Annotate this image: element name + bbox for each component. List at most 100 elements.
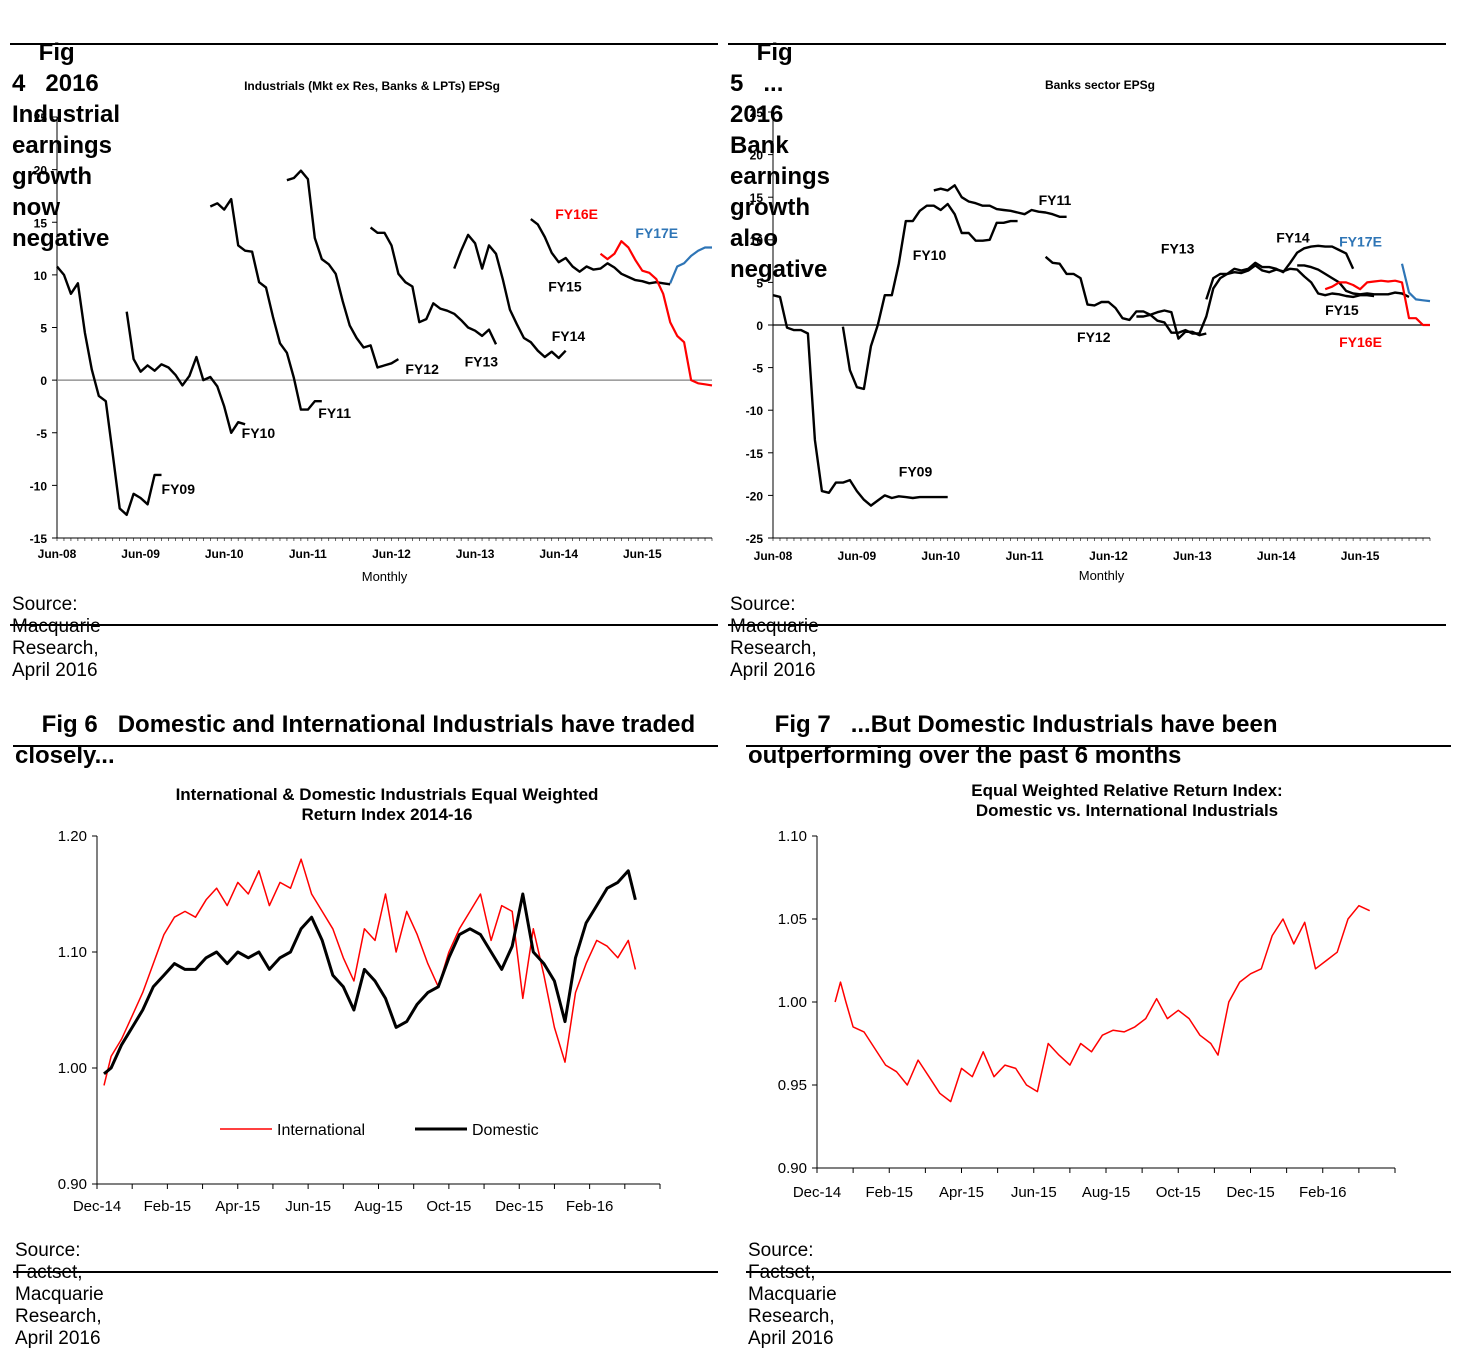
fig4-series-fy14-line [453,233,567,360]
fig6-x-tick-label: Aug-15 [354,1198,402,1215]
fig6-series-international-line [103,858,637,1086]
fig5-y-tick-label: 25 [750,106,764,120]
fig7-y-tick-label: 1.10 [778,828,807,845]
fig4-y-tick-label: 0 [40,374,47,388]
fig4-label-fy15: FY15 [548,279,582,295]
fig4-series-fy09-line [56,265,162,516]
fig6-x-tick-label: Feb-16 [566,1198,614,1215]
fig4-y-tick-label: 5 [40,322,47,336]
fig5-x-tick-label: Jun-09 [838,549,877,563]
fig6-series-domestic-line [103,869,637,1075]
fig5-y-tick-label: -20 [746,489,764,503]
fig4-label-fy12: FY12 [405,361,439,377]
fig5-y-tick-label: 15 [750,191,764,205]
fig7-x-tick-label: Feb-15 [865,1184,913,1201]
fig6-x-tick-label: Feb-15 [144,1198,192,1215]
fig6-y-tick-label: 1.00 [58,1060,87,1077]
fig4-x-tick-label: Jun-14 [539,547,578,561]
fig5-series-fy14-line [1205,244,1355,300]
fig5-y-tick-label: 5 [756,276,763,290]
fig5-label-fy15: FY15 [1325,302,1359,318]
fig4-label-fy16e: FY16E [555,206,598,222]
fig6-legend-label-domestic: Domestic [472,1122,539,1139]
fig7-y-tick-label: 1.00 [778,994,807,1011]
fig5-y-tick-label: -15 [746,447,764,461]
fig4-x-tick-label: Jun-11 [289,547,327,561]
fig4-chart: Industrials (Mkt ex Res, Banks & LPTs) E… [30,79,713,584]
fig7-x-tick-label: Dec-15 [1226,1184,1274,1201]
fig4-x-tick-label: Jun-15 [623,547,662,561]
fig4-x-tick-label: Jun-09 [121,547,160,561]
fig6-y-tick-label: 1.10 [58,944,87,961]
fig6-x-tick-label: Oct-15 [426,1198,471,1215]
fig5-label-fy16e: FY16E [1339,334,1382,350]
fig6-x-tick-label: Apr-15 [215,1198,260,1215]
fig7-bottom-rule [746,1271,1451,1273]
fig4-y-tick-label: -10 [30,479,48,493]
fig4-x-tick-label: Jun-10 [205,547,244,561]
fig6-x-tick-label: Dec-14 [73,1198,121,1215]
fig4-title-rule [10,43,718,45]
fig6-y-tick-label: 0.90 [58,1176,87,1193]
fig7-x-tick-label: Oct-15 [1156,1184,1201,1201]
fig4-label-fy14: FY14 [552,328,586,344]
fig6-chart: International & Domestic Industrials Equ… [58,785,661,1215]
fig6-legend-label-international: International [277,1122,365,1139]
fig6-number: Fig 6 [41,711,98,738]
fig6-x-tick-label: Jun-15 [285,1198,331,1215]
fig6-title-rule [13,745,718,747]
fig7-title-rule [746,745,1451,747]
fig7-chart-title-line: Equal Weighted Relative Return Index: [971,781,1282,800]
fig4-y-tick-label: -5 [36,427,47,441]
fig4-x-tick-label: Jun-13 [456,547,495,561]
fig6-title: Domestic and International Industrials h… [15,711,702,769]
fig5-x-tick-label: Jun-14 [1257,549,1296,563]
fig7-x-tick-label: Dec-14 [793,1184,841,1201]
fig4-label-fy17e: FY17E [635,225,678,241]
fig4-y-tick-label: 25 [34,111,48,125]
fig5-source: Source: Macquarie Research, April 2016 [730,594,819,681]
fig4-label-fy09: FY09 [162,481,196,497]
fig4-x-axis-label: Monthly [362,569,408,584]
fig4-series-fy13-line [369,226,498,345]
fig5-x-axis-label: Monthly [1079,568,1125,583]
fig5-x-tick-label: Jun-10 [921,549,960,563]
fig6-bottom-rule [13,1271,718,1273]
fig7-y-tick-label: 0.90 [778,1160,807,1177]
fig7-y-tick-label: 0.95 [778,1077,807,1094]
fig5-y-tick-label: -5 [752,362,763,376]
fig5-series-fy09-line [772,294,948,507]
fig4-series-fy11-line [209,197,322,411]
fig7-x-tick-label: Feb-16 [1299,1184,1347,1201]
fig6-x-tick-label: Dec-15 [495,1198,543,1215]
fig4-bottom-rule [10,624,718,626]
fig7-source: Source: Factset, Macquarie Research, Apr… [748,1240,837,1349]
fig5-x-tick-label: Jun-08 [754,549,793,563]
fig7-chart: Equal Weighted Relative Return Index:Dom… [778,781,1396,1201]
fig4-series-fy15-line [530,218,671,286]
fig4-x-tick-label: Jun-12 [372,547,411,561]
fig5-bottom-rule [728,624,1446,626]
fig5-label-fy11: FY11 [1039,192,1072,208]
fig4-label-fy10: FY10 [242,425,276,441]
fig4-series-fy17e-line [669,246,712,284]
fig5-y-tick-label: 20 [750,149,764,163]
fig7-y-tick-label: 1.05 [778,911,807,928]
fig4-series-fy16e-line [599,240,713,387]
fig5-chart: Banks sector EPSg -25 -20 -15 -10 -5 0 5 10 15 20 2… [746,78,1431,583]
fig4-source: Source: Macquarie Research, April 2016 [12,594,101,681]
fig4-chart-title: Industrials (Mkt ex Res, Banks & LPTs) E… [244,79,500,93]
fig5-x-tick-label: Jun-13 [1173,549,1212,563]
fig5-series-fy10-line [841,202,1018,391]
fig4-label-fy11: FY11 [318,405,351,421]
fig6-y-tick-label: 1.20 [58,828,87,845]
fig7-series-relative-line [834,904,1371,1103]
fig5-series-fy13-line [1136,264,1375,335]
fig5-label-fy17e: FY17E [1339,234,1382,250]
fig5-label-fy14: FY14 [1276,229,1310,245]
fig5-y-tick-label: 10 [750,234,764,248]
fig6-heading: Fig 6 Domestic and International Industr… [15,678,715,802]
fig7-x-tick-label: Aug-15 [1082,1184,1130,1201]
fig5-series-fy11-line [933,184,1067,219]
fig7-x-tick-label: Apr-15 [939,1184,984,1201]
